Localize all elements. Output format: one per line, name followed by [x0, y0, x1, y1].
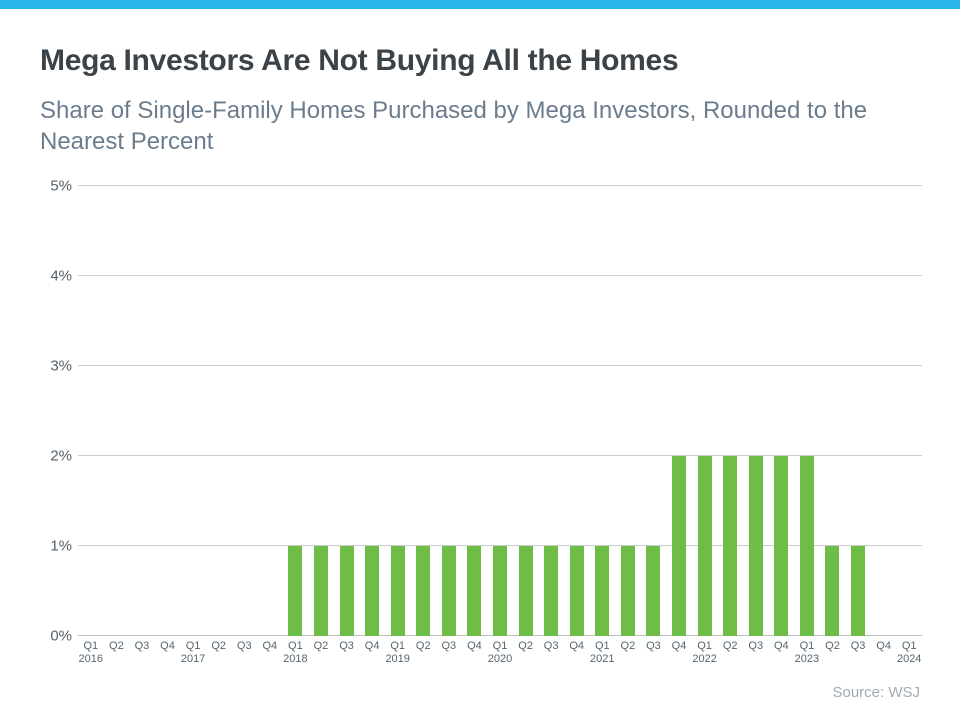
bar-Q1-2020 [493, 546, 507, 636]
x-tick-quarter: Q1 [390, 640, 406, 652]
bar-Q1-2018 [288, 546, 303, 636]
bar-Q3 [339, 546, 354, 636]
x-tick-quarter: Q1 [83, 640, 99, 652]
top-accent-bar [0, 0, 960, 9]
x-tick-quarter: Q4 [773, 640, 789, 652]
x-tick-quarter: Q1 [492, 640, 508, 652]
bar-Q1-2023 [799, 456, 814, 636]
bar-Q4 [365, 546, 380, 636]
x-tick-quarter: Q4 [467, 640, 482, 652]
x-tick-year: 2021 [590, 653, 615, 665]
x-tick-quarter: Q4 [671, 640, 687, 652]
x-tick-quarter: Q1 [799, 640, 815, 652]
x-tick-quarter: Q2 [313, 640, 329, 652]
x-tick-year: 2019 [385, 653, 410, 665]
bar-Q2 [313, 546, 328, 636]
x-tick-quarter: Q2 [620, 640, 636, 652]
y-tick-label: 3% [50, 357, 72, 374]
bar-Q2 [518, 546, 533, 636]
bar-Q4 [569, 546, 584, 636]
x-tick-quarter: Q3 [236, 640, 252, 652]
x-tick-quarter: Q4 [876, 640, 891, 652]
x-tick-quarter: Q2 [825, 640, 840, 652]
x-tick-quarter: Q2 [518, 640, 533, 652]
bar-Q1-2021 [595, 546, 610, 636]
x-tick-year: 2020 [487, 653, 513, 665]
x-tick-year: 2016 [78, 653, 104, 665]
bar-Q2 [723, 456, 738, 636]
gridline-1%: 1% [50, 537, 922, 554]
x-tick-quarter: Q1 [185, 640, 201, 652]
x-tick-quarter: Q2 [109, 640, 124, 652]
bar-Q3 [748, 456, 763, 636]
x-tick-quarter: Q4 [364, 640, 380, 652]
bar-Q4 [467, 546, 482, 636]
bar-Q3 [544, 546, 559, 636]
x-tick-quarter: Q3 [134, 640, 150, 652]
gridline-5%: 5% [50, 177, 922, 194]
gridline-4%: 4% [50, 267, 922, 284]
y-tick-label: 1% [50, 537, 72, 554]
x-tick-quarter: Q4 [160, 640, 175, 652]
bar-Q3 [851, 546, 866, 636]
x-tick-quarter: Q2 [722, 640, 738, 652]
x-tick-quarter: Q3 [850, 640, 866, 652]
source-note: Source: WSJ [832, 684, 920, 701]
bar-Q4 [774, 456, 789, 636]
gridline-2%: 2% [50, 447, 922, 464]
x-tick-year: 2023 [794, 653, 820, 665]
bar-Q1-2022 [697, 456, 712, 636]
x-tick-quarter: Q1 [697, 640, 712, 652]
x-tick-quarter: Q4 [569, 640, 585, 652]
x-tick-year: 2024 [896, 653, 922, 665]
x-tick-quarter: Q1 [594, 640, 610, 652]
plot-area: 0% 1% 2% 3% 4% 5% [50, 177, 922, 644]
bar-Q3 [441, 546, 456, 636]
x-tick-quarter: Q3 [339, 640, 354, 652]
y-tick-label: 2% [50, 447, 72, 464]
bar-Q2 [620, 546, 635, 636]
x-axis: Q1 2016 Q2 Q3 Q4 Q1 2017 Q2 Q3 Q4 Q1 2018 Q2 Q3 Q4 Q1 20… [78, 640, 922, 674]
y-tick-label: 5% [50, 177, 72, 194]
x-tick-year: 2022 [692, 653, 717, 665]
chart-subtitle: Share of Single-Family Homes Purchased b… [40, 97, 868, 155]
y-tick-label: 0% [50, 627, 72, 644]
chart-title: Mega Investors Are Not Buying All the Ho… [40, 44, 679, 77]
x-tick-year: 2017 [180, 653, 206, 665]
bar-Q3 [646, 546, 661, 636]
x-tick-quarter: Q4 [262, 640, 278, 652]
bar-Q1-2019 [390, 546, 405, 636]
y-tick-label: 4% [50, 267, 72, 284]
x-tick-quarter: Q2 [211, 640, 226, 652]
x-tick-quarter: Q3 [543, 640, 559, 652]
x-tick-quarter: Q3 [748, 640, 764, 652]
x-tick-quarter: Q1 [901, 640, 917, 652]
x-tick-year: 2018 [283, 653, 308, 665]
bar-Q2 [416, 546, 431, 636]
x-tick-quarter: Q3 [441, 640, 457, 652]
bar-Q2 [825, 546, 840, 636]
x-tick-quarter: Q2 [415, 640, 431, 652]
gridline-3%: 3% [50, 357, 922, 374]
x-tick-quarter: Q1 [288, 640, 303, 652]
x-tick-quarter: Q3 [646, 640, 661, 652]
bar-Q4 [672, 456, 687, 636]
